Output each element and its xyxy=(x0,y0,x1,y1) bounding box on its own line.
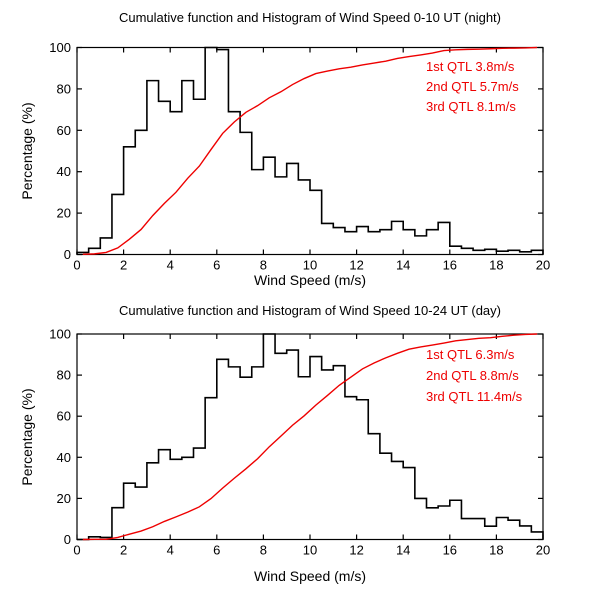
night-x-axis-label: Wind Speed (m/s) xyxy=(253,272,367,288)
night-x-tick-label: 12 xyxy=(349,258,363,273)
day-x-tick-label: 4 xyxy=(167,543,174,558)
day-x-tick-label: 12 xyxy=(349,543,363,558)
night-x-tick-label: 4 xyxy=(167,258,174,273)
day-x-tick-label: 16 xyxy=(443,543,457,558)
night-histogram-outline xyxy=(76,46,544,255)
day-y-tick-label: 60 xyxy=(57,409,71,424)
day-x-tick-label: 20 xyxy=(536,543,550,558)
day-x-axis-label: Wind Speed (m/s) xyxy=(253,568,367,584)
day-chart-title: Cumulative function and Histogram of Win… xyxy=(118,303,501,318)
day-y-tick-label: 0 xyxy=(64,532,71,547)
day-quartile-1-annotation: 1st QTL 6.3m/s xyxy=(426,347,515,362)
night-x-tick-label: 2 xyxy=(120,258,127,273)
night-y-tick-label: 40 xyxy=(57,164,71,179)
night-y-tick-label: 80 xyxy=(57,81,71,96)
night-chart-plot-area: 0 2 4 6 8 10 12 14 16 18 20 0 20 40 60 80 100 xyxy=(49,40,550,273)
day-histogram-outline xyxy=(77,333,544,541)
night-x-tick-label: 18 xyxy=(489,258,503,273)
night-x-tick-label: 14 xyxy=(396,258,410,273)
day-x-tick-label: 18 xyxy=(489,543,503,558)
night-y-tick-label: 100 xyxy=(49,40,71,55)
night-x-tick-label: 8 xyxy=(260,258,267,273)
night-chart-title: Cumulative function and Histogram of Win… xyxy=(118,10,501,25)
night-x-tick-label: 0 xyxy=(73,258,80,273)
night-quartile-2-annotation: 2nd QTL 5.7m/s xyxy=(426,79,519,94)
day-y-tick-label: 80 xyxy=(57,368,71,383)
night-cumulative-curve xyxy=(82,46,538,255)
day-x-tick-label: 0 xyxy=(73,543,80,558)
night-y-tick-label: 20 xyxy=(57,206,71,221)
day-chart-plot-area: 0 2 4 6 8 10 12 14 16 18 20 0 20 40 60 80 100 xyxy=(49,327,550,558)
night-y-tick-label: 60 xyxy=(57,123,71,138)
night-x-tick-label: 16 xyxy=(443,258,457,273)
day-quartile-3-annotation: 3rd QTL 11.4m/s xyxy=(426,389,523,404)
night-quartile-1-annotation: 1st QTL 3.8m/s xyxy=(426,59,515,74)
day-y-tick-label: 40 xyxy=(57,450,71,465)
day-x-tick-label: 6 xyxy=(213,543,220,558)
night-x-tick-label: 20 xyxy=(536,258,550,273)
day-y-tick-label: 100 xyxy=(49,327,71,342)
day-x-tick-label: 8 xyxy=(260,543,267,558)
day-cumulative-curve xyxy=(82,333,538,541)
day-x-tick-label: 2 xyxy=(120,543,127,558)
day-y-axis-label: Percentage (%) xyxy=(19,388,35,486)
day-x-tick-label: 10 xyxy=(303,543,317,558)
night-y-axis-label: Percentage (%) xyxy=(19,102,35,200)
day-y-tick-label: 20 xyxy=(57,491,71,506)
day-x-tick-label: 14 xyxy=(396,543,410,558)
night-x-tick-label: 6 xyxy=(213,258,220,273)
day-quartile-2-annotation: 2nd QTL 8.8m/s xyxy=(426,368,519,383)
night-quartile-3-annotation: 3rd QTL 8.1m/s xyxy=(426,99,516,114)
night-x-tick-label: 10 xyxy=(303,258,317,273)
night-y-tick-label: 0 xyxy=(64,247,71,262)
